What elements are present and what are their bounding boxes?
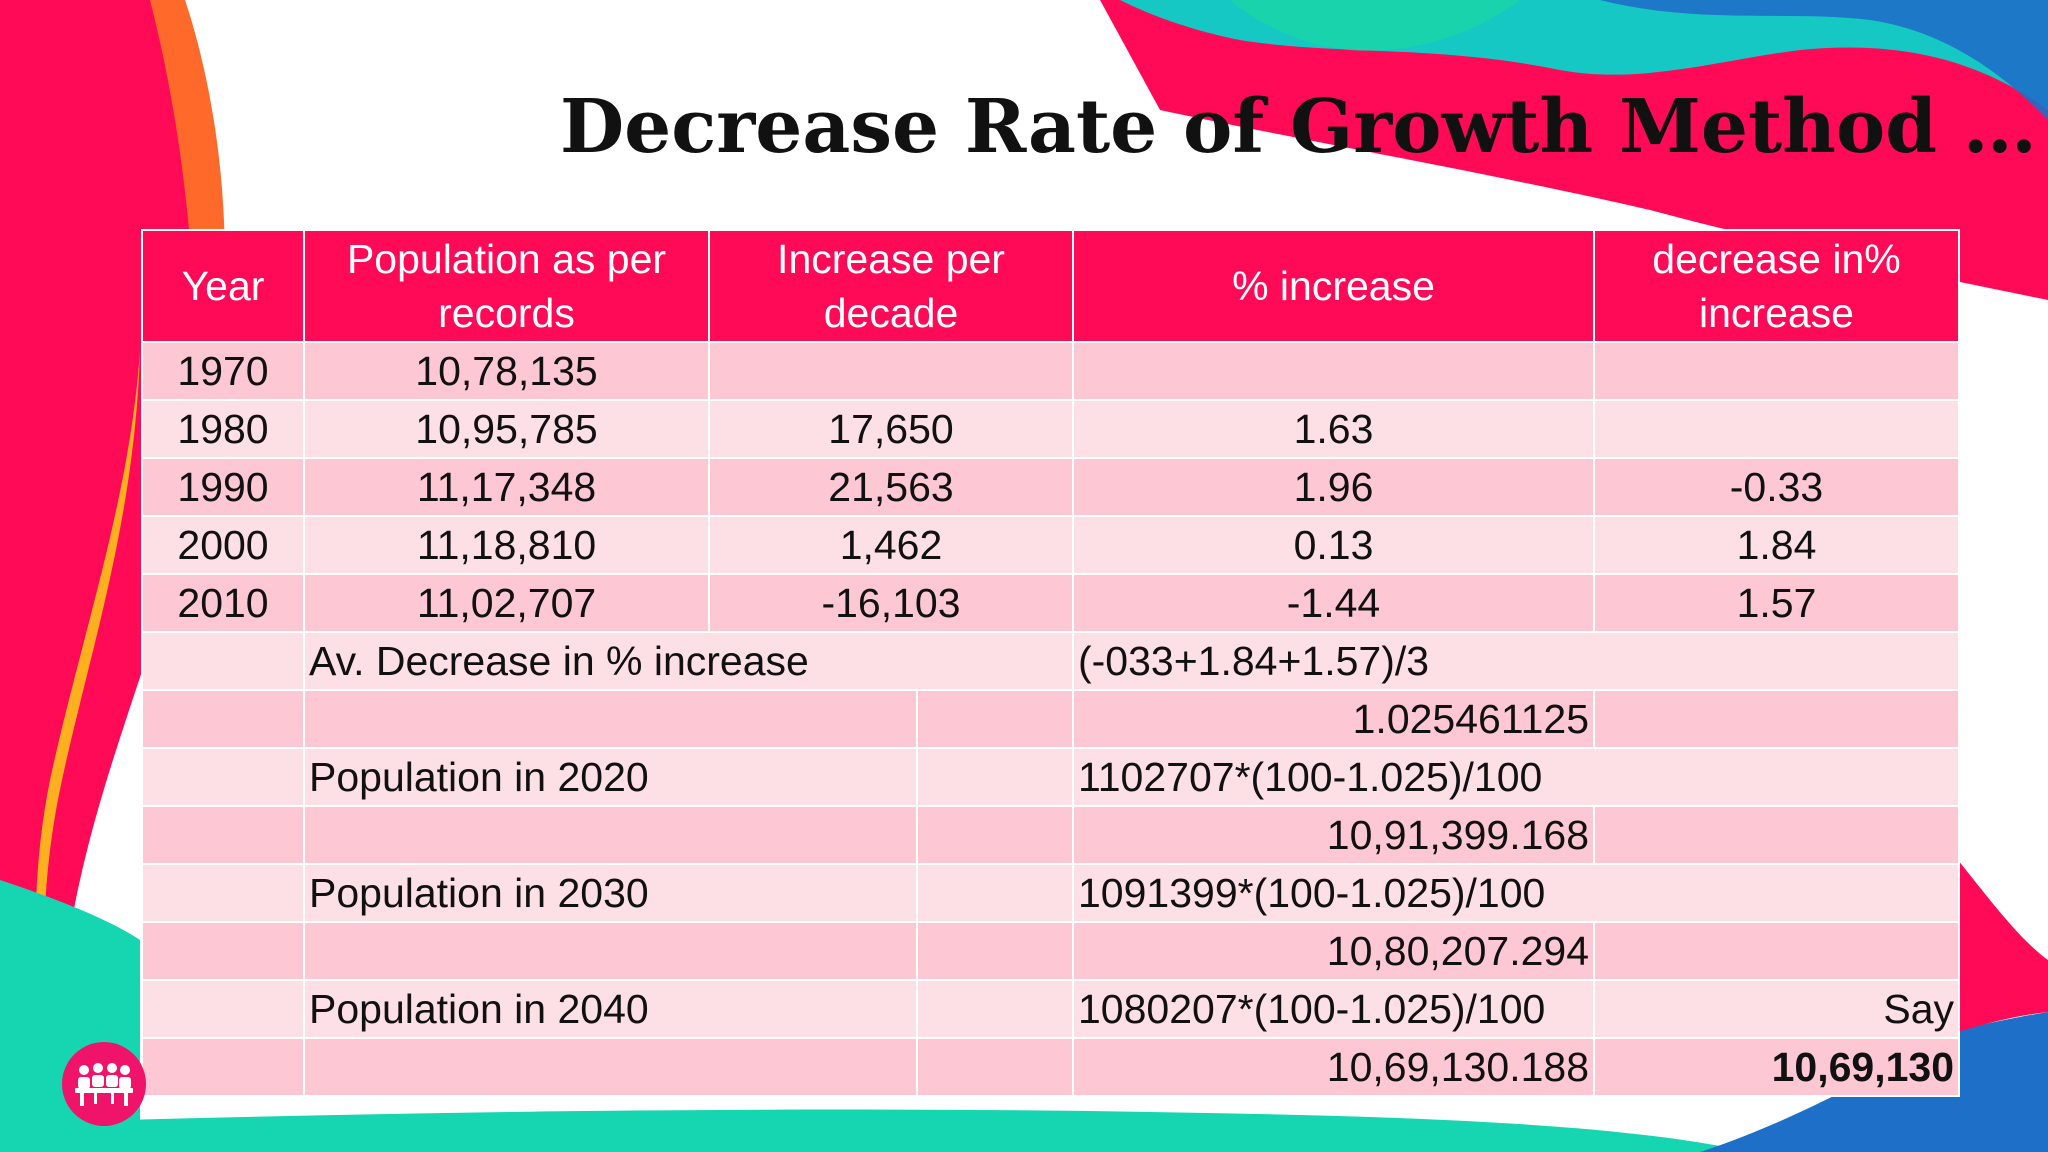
population-cell: 11,18,810 [303,515,710,575]
year-cell: 1970 [141,341,305,401]
p2030-value: 10,80,207.294 [1072,921,1595,981]
decrease-cell: -0.33 [1593,457,1960,517]
decrease-cell: 1.57 [1593,573,1960,633]
avg-label: Av. Decrease in % increase [303,631,1074,691]
say-label: Say [1593,979,1960,1039]
p2030-label-row: Population in 2030 1091399*(100-1.025)/1… [141,863,1960,923]
p2040-value: 10,69,130.188 [1072,1037,1595,1097]
team-meeting-icon-glyph [75,1063,133,1106]
table-row: 1990 11,17,348 21,563 1.96 -0.33 [141,457,1960,517]
increase-cell: 21,563 [708,457,1074,517]
year-cell: 1990 [141,457,305,517]
table-row: 2010 11,02,707 -16,103 -1.44 1.57 [141,573,1960,633]
p2040-value-row: 10,69,130.188 10,69,130 [141,1037,1960,1097]
header-pct-increase: % increase [1072,229,1595,343]
p2020-formula: 1102707*(100-1.025)/100 [1072,747,1960,807]
pct-cell [1072,341,1595,401]
year-cell: 2000 [141,515,305,575]
table-row: 1980 10,95,785 17,650 1.63 [141,399,1960,459]
increase-cell [708,341,1074,401]
header-decrease: decrease in% increase [1593,229,1960,343]
p2020-value-row: 10,91,399.168 [141,805,1960,865]
p2020-label: Population in 2020 [303,747,918,807]
increase-cell: -16,103 [708,573,1074,633]
population-cell: 11,17,348 [303,457,710,517]
year-cell: 2010 [141,573,305,633]
p2030-value-row: 10,80,207.294 [141,921,1960,981]
decrease-cell [1593,399,1960,459]
p2040-label-row: Population in 2040 1080207*(100-1.025)/1… [141,979,1960,1039]
slide-title: Decrease Rate of Growth Method … [560,84,2037,170]
p2040-formula: 1080207*(100-1.025)/100 [1072,979,1595,1039]
table-row: 2000 11,18,810 1,462 0.13 1.84 [141,515,1960,575]
header-population: Population as per records [303,229,710,343]
decrease-cell: 1.84 [1593,515,1960,575]
pct-cell: 1.96 [1072,457,1595,517]
p2020-value: 10,91,399.168 [1072,805,1595,865]
avg-formula: (-033+1.84+1.57)/3 [1072,631,1960,691]
increase-cell: 1,462 [708,515,1074,575]
avg-value: 1.025461125 [1072,689,1595,749]
table-header-row: Year Population as per records Increase … [141,229,1960,343]
p2030-label: Population in 2030 [303,863,918,923]
avg-value-row: 1.025461125 [141,689,1960,749]
team-meeting-icon [62,1042,146,1126]
header-year: Year [141,229,305,343]
increase-cell: 17,650 [708,399,1074,459]
pct-cell: 1.63 [1072,399,1595,459]
header-increase: Increase per decade [708,229,1074,343]
p2030-formula: 1091399*(100-1.025)/100 [1072,863,1960,923]
p2040-final-value: 10,69,130 [1593,1037,1960,1097]
pct-cell: 0.13 [1072,515,1595,575]
p2020-label-row: Population in 2020 1102707*(100-1.025)/1… [141,747,1960,807]
population-cell: 11,02,707 [303,573,710,633]
population-table: Year Population as per records Increase … [141,229,1960,1097]
p2040-label: Population in 2040 [303,979,918,1039]
population-cell: 10,78,135 [303,341,710,401]
population-cell: 10,95,785 [303,399,710,459]
avg-label-row: Av. Decrease in % increase (-033+1.84+1.… [141,631,1960,691]
decrease-cell [1593,341,1960,401]
pct-cell: -1.44 [1072,573,1595,633]
year-cell: 1980 [141,399,305,459]
table-row: 1970 10,78,135 [141,341,1960,401]
